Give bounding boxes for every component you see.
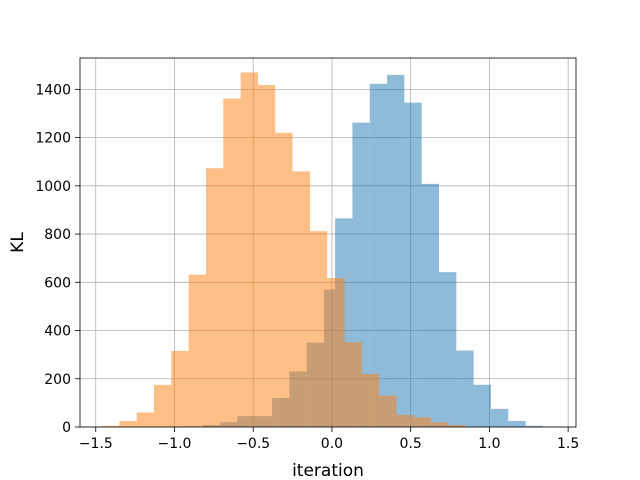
- x-tick-label: 1.0: [478, 436, 500, 452]
- histogram-bar: [102, 425, 120, 427]
- x-tick-label: −1.5: [79, 436, 113, 452]
- y-tick-label: 600: [44, 275, 71, 291]
- y-axis-ticks: 0 200 400 600 800 1000 1200 1400: [35, 82, 80, 436]
- histogram-bar: [223, 98, 241, 428]
- y-axis-label: KL: [8, 232, 28, 253]
- x-tick-label: 0.0: [321, 436, 343, 452]
- histogram-bar: [456, 350, 474, 427]
- x-tick-label: 0.5: [400, 436, 422, 452]
- x-tick-label: 1.5: [557, 436, 579, 452]
- y-tick-label: 1400: [35, 82, 71, 98]
- histogram-bar: [361, 373, 380, 427]
- histogram-bar: [136, 412, 155, 427]
- y-tick-label: 400: [44, 324, 71, 340]
- histogram-bar: [205, 168, 224, 427]
- histogram-bar: [525, 425, 543, 427]
- y-tick-label: 800: [44, 227, 71, 243]
- histogram-series-2: [102, 72, 466, 428]
- x-axis-label: iteration: [292, 461, 364, 480]
- histogram-bar: [309, 231, 328, 427]
- y-tick-label: 200: [44, 372, 71, 388]
- histogram-bar: [188, 274, 206, 427]
- histogram-bar: [119, 420, 137, 427]
- histogram-bar: [421, 183, 440, 427]
- histogram-bar: [431, 422, 449, 427]
- histogram-bar: [327, 277, 345, 427]
- x-tick-label: −0.5: [236, 436, 270, 452]
- x-axis-ticks: −1.5 −1.0 −0.5 0.0 0.5 1.0 1.5: [79, 427, 579, 452]
- histogram-bar: [275, 132, 293, 427]
- bars: [102, 72, 543, 428]
- histogram-bar: [439, 272, 457, 427]
- y-tick-label: 1000: [35, 179, 71, 195]
- histogram-bar: [404, 102, 422, 427]
- histogram-bar: [292, 171, 310, 427]
- histogram-bar: [154, 384, 172, 427]
- histogram-bar: [508, 420, 526, 427]
- x-tick-label: −1.0: [157, 436, 191, 452]
- plot-frame: [79, 57, 577, 428]
- histogram-bar: [473, 384, 491, 427]
- histogram-bar: [396, 414, 414, 427]
- histogram-bar: [413, 417, 432, 427]
- histogram-bar: [257, 85, 276, 427]
- histogram-bar: [240, 72, 258, 428]
- histogram-bar: [344, 342, 362, 427]
- histogram-bar: [448, 425, 466, 427]
- y-tick-label: 1200: [35, 131, 71, 147]
- histogram-bar: [379, 395, 397, 427]
- histogram-bar: [490, 408, 509, 427]
- histogram-bar: [171, 351, 189, 427]
- y-tick-label: 0: [62, 420, 71, 436]
- histogram-bar: [387, 74, 405, 427]
- histogram-bar: [369, 83, 388, 428]
